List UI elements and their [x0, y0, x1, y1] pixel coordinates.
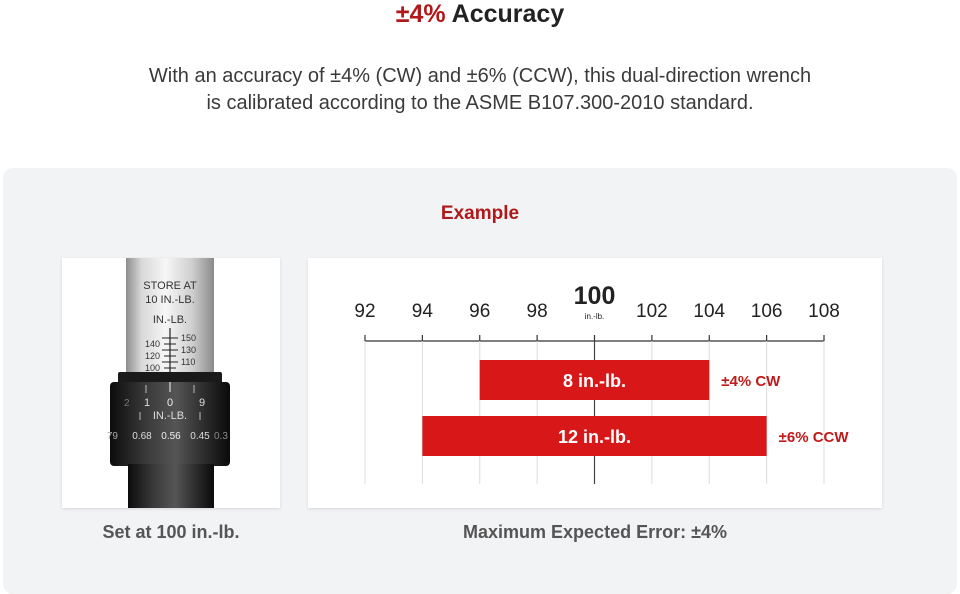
x-tick-label-102: 102 [636, 301, 668, 322]
thimble-value-4: 0.3 [214, 431, 228, 442]
tube-unit-label: IN.-LB. [153, 314, 187, 326]
description-line-1: With an accuracy of ±4% (CW) and ±6% (CC… [148, 65, 812, 87]
range-side-label-0: ±4% CW [721, 373, 781, 390]
range-bar-label-0: 8 in.-lb. [563, 371, 626, 391]
thimble-digit-2: 0 [167, 397, 173, 409]
handle [128, 464, 214, 508]
thimble-digit-1: 1 [144, 397, 150, 409]
caption-left: Set at 100 in.-lb. [102, 522, 240, 542]
page-title: ±4% Accuracy [0, 0, 960, 28]
x-tick-label-92: 92 [354, 301, 375, 322]
range-bar-1 [422, 416, 767, 456]
thimble-digit-3: 9 [199, 397, 205, 409]
scale-left-0: 140 [145, 339, 160, 349]
wrench-photo: STORE AT 10 IN.-LB. IN.-LB. 140 120 100 … [62, 258, 280, 508]
center-unit-label: in.-lb. [585, 312, 605, 321]
chart-card: 92 94 96 98 100 102 104 106 108 8 in.-lb. ±4% CW 1… [308, 258, 882, 508]
description: With an accuracy of ±4% (CW) and ±6% (CC… [80, 63, 880, 117]
error-range-chart: 92 94 96 98 100 102 104 106 108 8 in.-lb. ±4% CW 1… [354, 282, 850, 484]
thimble-unit: IN.-LB. [153, 410, 187, 422]
title-text: Accuracy [451, 0, 565, 28]
thimble-digit-0: 2 [124, 398, 130, 409]
store-line-1: STORE AT [143, 280, 197, 292]
x-tick-label-108: 108 [808, 301, 840, 322]
store-line-2: 10 IN.-LB. [145, 294, 195, 306]
range-side-label-1: ±6% CCW [779, 429, 850, 446]
thimble-value-0: 79 [107, 431, 119, 442]
x-tick-label-94: 94 [412, 301, 434, 322]
thimble [110, 382, 230, 466]
scale-right-1: 130 [181, 345, 196, 355]
x-tick-label-98: 98 [527, 301, 548, 322]
x-tick-label-104: 104 [693, 301, 725, 322]
scale-left-2: 100 [145, 363, 160, 373]
thimble-value-1: 0.68 [132, 431, 152, 442]
scale-left-1: 120 [145, 351, 160, 361]
example-heading: Example [440, 203, 520, 224]
thimble-value-2: 0.56 [161, 431, 181, 442]
wrench-illustration: STORE AT 10 IN.-LB. IN.-LB. 140 120 100 … [107, 258, 230, 508]
range-bar-0 [479, 360, 710, 400]
description-line-2: is calibrated according to the ASME B107… [206, 92, 754, 114]
thimble-value-3: 0.45 [190, 431, 210, 442]
x-tick-label-100: 100 [574, 282, 616, 310]
range-bar-label-1: 12 in.-lb. [558, 427, 631, 447]
title-accent: ±4% [395, 0, 446, 28]
caption-right: Maximum Expected Error: ±4% [463, 522, 727, 542]
x-tick-label-106: 106 [751, 301, 783, 322]
scale-right-2: 110 [181, 357, 195, 367]
x-tick-label-96: 96 [469, 301, 490, 322]
scale-right-0: 150 [181, 333, 196, 343]
